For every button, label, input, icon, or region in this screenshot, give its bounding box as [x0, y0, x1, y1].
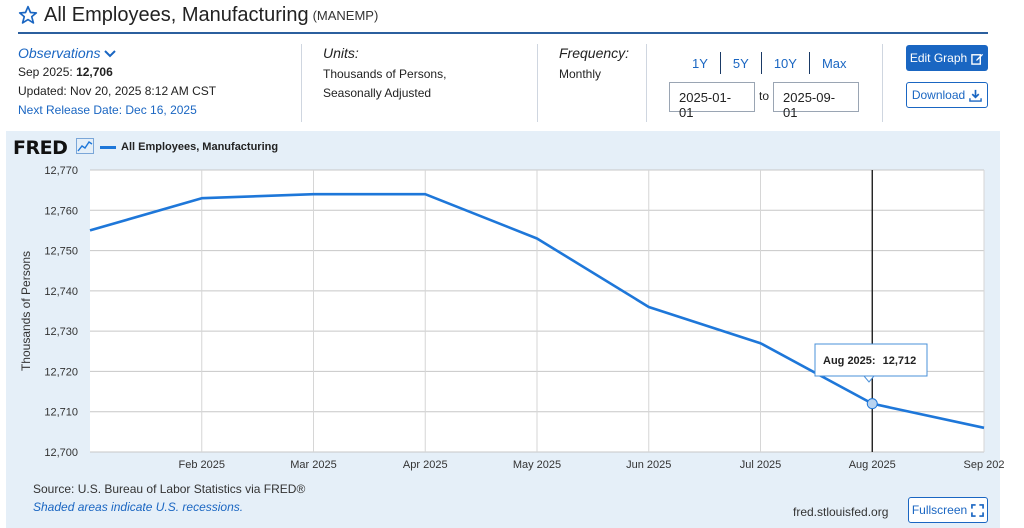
to-label: to [759, 89, 770, 103]
x-tick-label: May 2025 [513, 459, 561, 471]
tooltip-pointer [862, 375, 876, 383]
frequency-panel: Frequency: Monthly [559, 44, 629, 84]
x-tick-label: Jun 2025 [626, 459, 671, 471]
latest-value: 12,706 [76, 65, 113, 79]
fred-logo: FRED [13, 137, 68, 159]
svg-text:Aug 2025: 12,712: Aug 2025: 12,712 [823, 355, 916, 367]
range-max-button[interactable]: Max [821, 55, 847, 71]
chart-legend: All Employees, Manufacturing [100, 141, 278, 153]
legend-swatch [100, 145, 116, 149]
download-button[interactable]: Download [906, 82, 988, 108]
range-separator [760, 52, 762, 74]
y-tick-label: 12,720 [44, 366, 78, 378]
frequency-value: Monthly [559, 67, 602, 81]
observations-toggle[interactable]: Observations [18, 44, 216, 63]
fullscreen-icon [971, 503, 985, 517]
download-label: Download [911, 88, 966, 102]
y-tick-label: 12,710 [44, 407, 78, 419]
series-id: (MANEMP) [312, 7, 379, 23]
fullscreen-button[interactable]: Fullscreen [908, 497, 988, 523]
y-tick-label: 12,750 [44, 246, 78, 258]
units-line2: Seasonally Adjusted [323, 86, 432, 100]
units-panel: Units: Thousands of Persons, Seasonally … [323, 44, 446, 103]
series-line [89, 192, 985, 430]
column-divider [646, 44, 647, 122]
range-separator [808, 52, 810, 74]
x-tick-label: Mar 2025 [290, 459, 336, 471]
edit-graph-button[interactable]: Edit Graph [906, 45, 988, 71]
observations-panel: Observations Sep 2025: 12,706 Updated: N… [18, 44, 216, 120]
tooltip: Aug 2025: 12,712 [814, 343, 928, 383]
latest-period: Sep 2025: [18, 65, 73, 79]
tooltip-value: 12,712 [883, 355, 917, 367]
column-divider [537, 44, 538, 122]
page-title: All Employees, Manufacturing [44, 3, 309, 26]
range-buttons: 1Y 5Y 10Y Max [680, 52, 859, 74]
observations-heading: Observations [18, 45, 101, 61]
fred-sparkline-icon [76, 138, 94, 154]
range-separator [719, 52, 721, 74]
recession-note: Shaded areas indicate U.S. recessions. [33, 500, 244, 514]
tooltip-box [814, 343, 928, 377]
y-axis-label: Thousands of Persons [19, 251, 33, 371]
x-tick-label: Feb 2025 [179, 459, 225, 471]
source-text: Source: U.S. Bureau of Labor Statistics … [33, 482, 306, 496]
chevron-down-icon [104, 49, 117, 57]
fullscreen-label: Fullscreen [911, 503, 968, 517]
frequency-heading: Frequency: [559, 45, 630, 61]
title-row: All Employees, Manufacturing (MANEMP) [18, 2, 378, 28]
units-line1: Thousands of Persons, [323, 67, 447, 81]
range-10y-button[interactable]: 10Y [773, 55, 797, 71]
edit-icon [971, 53, 984, 65]
end-date-input[interactable]: 2025-09-01 [773, 82, 859, 120]
y-tick-label: 12,740 [44, 286, 78, 298]
tooltip-label: Aug 2025: [823, 355, 876, 367]
latest-observation: Sep 2025: 12,706 [18, 63, 216, 82]
x-tick-label: Jul 2025 [740, 459, 782, 471]
next-release-link[interactable]: Next Release Date: Dec 16, 2025 [18, 103, 197, 117]
updated-text: Updated: Nov 20, 2025 8:12 AM CST [18, 84, 217, 98]
x-tick-label: Sep 202 [964, 459, 1005, 471]
range-5y-button[interactable]: 5Y [732, 55, 749, 71]
star-icon[interactable] [18, 5, 38, 25]
start-date-input[interactable]: 2025-01-01 [669, 82, 755, 120]
column-divider [301, 44, 302, 122]
y-tick-label: 12,770 [44, 165, 78, 177]
edit-graph-label: Edit Graph [909, 51, 968, 65]
download-icon [969, 89, 982, 102]
hover-point [866, 398, 878, 410]
y-tick-label: 12,730 [44, 326, 78, 338]
x-tick-label: Aug 2025 [849, 459, 896, 471]
column-divider [882, 44, 883, 122]
y-tick-label: 12,760 [44, 205, 78, 217]
x-tick-label: Apr 2025 [403, 459, 448, 471]
units-heading: Units: [323, 45, 359, 61]
y-tick-label: 12,700 [44, 447, 78, 459]
title-divider [18, 32, 988, 34]
legend-label: All Employees, Manufacturing [121, 141, 279, 153]
fred-url[interactable]: fred.stlouisfed.org [793, 505, 889, 519]
range-1y-button[interactable]: 1Y [692, 55, 708, 71]
